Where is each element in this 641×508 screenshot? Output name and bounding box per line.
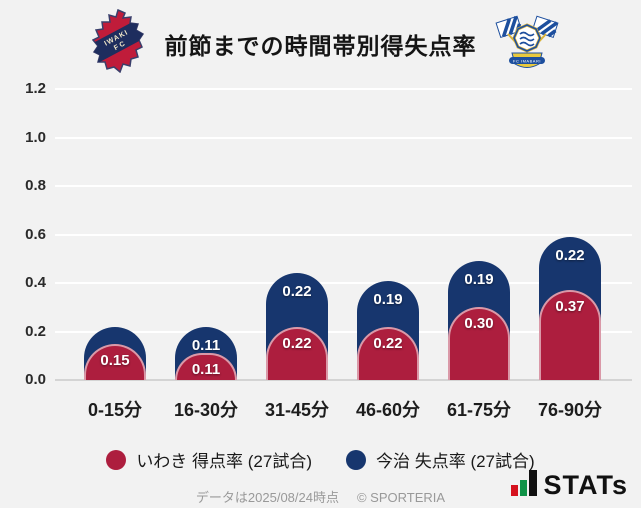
bar-value-label: 0.19: [464, 271, 494, 289]
y-axis-tick-label: 0.8: [25, 177, 46, 194]
x-axis-category-label: 46-60分: [355, 400, 421, 420]
x-axis-category-label: 16-30分: [173, 400, 239, 420]
stats-logo-text: STATs: [543, 470, 628, 500]
legend-label: 今治 失点率 (27試合): [376, 452, 535, 471]
y-axis-tick-label: 0.2: [25, 322, 46, 340]
bar-value-label: 0.22: [282, 283, 312, 301]
fc-imabari-logo-icon: FC IMABARI: [495, 15, 559, 68]
bar-value-label: 0.11: [191, 361, 221, 379]
gridline: [55, 88, 632, 90]
x-axis-category-label: 61-75分: [446, 400, 512, 420]
bar-value-label: 0.19: [373, 290, 403, 308]
bar-value-label: 0.15: [100, 351, 130, 369]
legend-dot-icon: [106, 449, 127, 470]
iwaki-scoring-bar: [266, 326, 328, 380]
bar-value-label: 0.37: [555, 298, 585, 316]
iwaki-scoring-bar: [357, 326, 419, 380]
iwaki-fc-logo-icon: IWAKI FC: [92, 9, 144, 73]
svg-text:FC IMABARI: FC IMABARI: [513, 59, 541, 64]
bar-value-label: 0.22: [282, 334, 312, 352]
iwaki-scoring-bar: [448, 307, 510, 380]
stats-logo: STATs: [510, 470, 629, 500]
legend: いわき 得点率 (27試合) 今治 失点率 (27試合): [0, 447, 641, 472]
y-axis-tick-label: 0.4: [25, 274, 46, 291]
data-date-caption: データは2025/08/24時点: [195, 490, 339, 505]
gridline: [55, 282, 632, 284]
chart-title: 前節までの時間帯別得失点率: [164, 33, 477, 59]
legend-dot-icon: [346, 449, 366, 470]
y-axis-tick-label: 0.0: [25, 371, 46, 388]
gridline: [55, 185, 632, 187]
header: IWAKI FC 前節までの時間帯別得失点率: [0, 0, 641, 80]
gridline: [55, 136, 632, 139]
stats-logo-bars-icon: [510, 470, 537, 499]
x-axis-category-label: 0-15分: [87, 400, 143, 420]
legend-item-iwaki: いわき 得点率 (27試合): [106, 447, 312, 472]
gridline: [55, 330, 632, 333]
x-axis-category-label: 31-45分: [264, 400, 330, 420]
gridline: [55, 379, 632, 381]
copyright: © SPORTERIA: [356, 490, 446, 505]
legend-label: いわき 得点率 (27試合): [136, 452, 312, 471]
legend-item-imabari: 今治 失点率 (27試合): [346, 447, 535, 472]
gridline: [55, 233, 632, 236]
y-axis-tick-label: 1.0: [25, 128, 46, 146]
bar-value-label: 0.22: [555, 246, 585, 264]
bar-value-label: 0.11: [191, 336, 221, 354]
iwaki-scoring-bar: [539, 290, 601, 380]
footer-caption: データは2025/08/24時点 © SPORTERIA: [0, 487, 641, 506]
y-axis-tick-label: 1.2: [25, 80, 46, 97]
y-axis-tick-label: 0.6: [25, 225, 46, 243]
x-axis-category-label: 76-90分: [537, 400, 603, 420]
bar-value-label: 0.30: [464, 315, 494, 333]
bar-value-label: 0.22: [373, 334, 403, 352]
